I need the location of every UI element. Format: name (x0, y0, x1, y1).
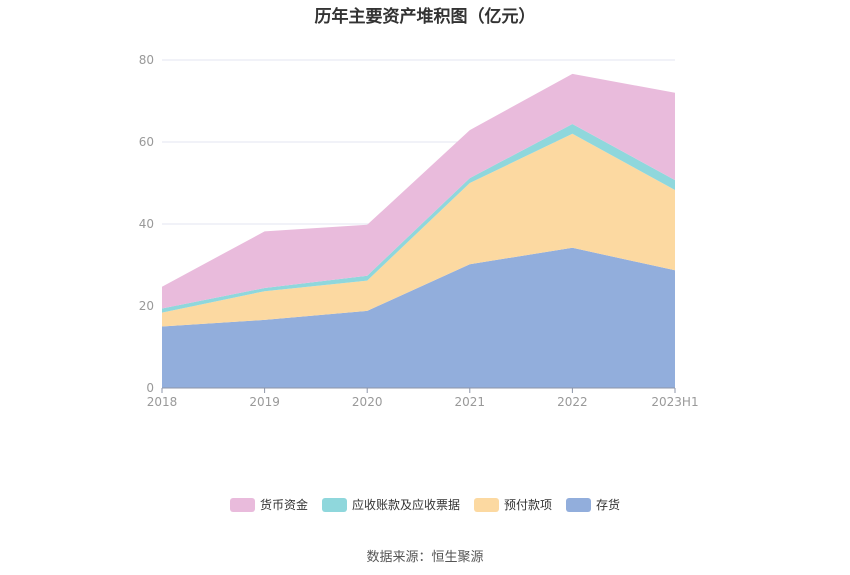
legend-swatch (321, 497, 347, 512)
chart-title: 历年主要资产堆积图（亿元） (314, 7, 536, 27)
legend-item[interactable]: 货币资金 (229, 496, 308, 513)
y-tick-label: 40 (139, 217, 154, 231)
legend-swatch (474, 497, 499, 512)
legend-label: 货币资金 (259, 498, 308, 512)
x-tick-label: 2019 (249, 395, 280, 409)
legend-item[interactable]: 应收账款及应收票据 (321, 496, 460, 513)
legend: 货币资金 应收账款及应收票据 预付款项 存货 (0, 496, 850, 513)
axes: 0 20 40 60 80 2018 2019 2020 2021 2022 2023H1 (139, 53, 699, 409)
x-tick-label: 2018 (147, 395, 178, 409)
y-tick-label: 0 (146, 381, 154, 395)
legend-swatch (229, 497, 255, 512)
y-tick-label: 20 (139, 299, 154, 313)
area-预付款项 (162, 133, 675, 327)
legend-label: 存货 (596, 498, 621, 512)
legend-item[interactable]: 存货 (566, 496, 620, 513)
y-tick-label: 60 (139, 135, 154, 149)
data-source: 数据来源：恒生聚源 (366, 550, 484, 565)
area-货币资金 (162, 73, 675, 309)
legend-label: 预付款项 (504, 498, 553, 512)
x-tick-label: 2022 (557, 395, 588, 409)
y-tick-label: 80 (139, 53, 154, 67)
area-series (162, 73, 675, 388)
x-tick-label: 2021 (455, 395, 486, 409)
legend-label: 应收账款及应收票据 (351, 498, 460, 512)
legend-swatch (566, 497, 592, 512)
x-tick-label: 2023H1 (651, 395, 698, 409)
legend-item[interactable]: 预付款项 (474, 496, 552, 513)
x-tick-label: 2020 (352, 395, 383, 409)
area-存货 (162, 247, 675, 388)
